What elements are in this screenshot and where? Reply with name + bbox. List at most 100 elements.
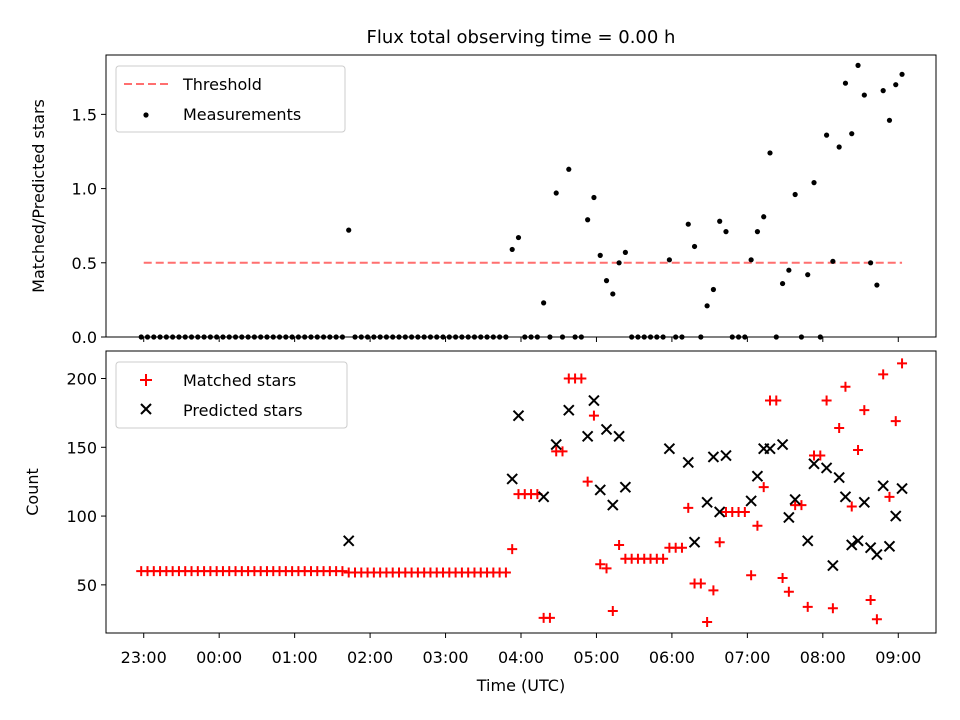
matched-star-point bbox=[507, 544, 518, 555]
measurement-point bbox=[899, 71, 905, 77]
predicted-star-point bbox=[846, 539, 858, 551]
count-data-layer bbox=[136, 358, 908, 627]
measurement-point bbox=[585, 217, 591, 223]
count-x-tick-label: 01:00 bbox=[272, 648, 318, 667]
legend-matched-swatch bbox=[140, 374, 152, 386]
predicted-star-point bbox=[764, 442, 776, 455]
matched-star-point bbox=[702, 616, 713, 627]
count-y-axis-label: Count bbox=[23, 468, 42, 516]
measurement-point bbox=[880, 88, 886, 94]
matched-star-point bbox=[821, 395, 832, 406]
measurement-point bbox=[868, 260, 874, 266]
measurement-point bbox=[622, 249, 628, 255]
predicted-star-point bbox=[600, 423, 613, 436]
predicted-star-point bbox=[563, 404, 575, 416]
count-x-tick-label: 04:00 bbox=[498, 648, 544, 667]
predicted-star-point bbox=[701, 496, 713, 509]
matched-star-point bbox=[777, 572, 788, 583]
predicted-star-point bbox=[663, 442, 676, 455]
legend-threshold-label: Threshold bbox=[182, 75, 262, 94]
measurement-point bbox=[836, 144, 842, 150]
measurement-point bbox=[786, 267, 792, 273]
count-panel: 50 100 150 200 23:00 00:00 01:00 02:00 03:00 04:… bbox=[23, 350, 937, 695]
ratio-y-axis-label: Matched/Predicted stars bbox=[29, 99, 48, 293]
matched-star-point bbox=[588, 410, 599, 421]
measurement-point bbox=[748, 257, 754, 263]
ratio-legend: Threshold Measurements bbox=[115, 65, 346, 133]
count-y-axis: 50 100 150 200 bbox=[66, 370, 106, 595]
count-x-tick-label: 05:00 bbox=[573, 648, 619, 667]
count-x-tick-label: 07:00 bbox=[724, 648, 770, 667]
matched-star-point bbox=[871, 614, 882, 625]
predicted-star-point bbox=[852, 535, 864, 547]
count-y-tick-label: 150 bbox=[66, 438, 97, 457]
predicted-star-point bbox=[751, 470, 764, 482]
matched-star-point bbox=[746, 570, 757, 581]
matched-star-point bbox=[695, 578, 706, 589]
measurement-point bbox=[805, 272, 811, 278]
measurement-point bbox=[823, 132, 830, 138]
predicted-star-point bbox=[858, 496, 871, 509]
measurement-point bbox=[792, 191, 798, 198]
measurement-point bbox=[704, 303, 710, 309]
predicted-star-point bbox=[537, 491, 550, 503]
count-y-tick-label: 50 bbox=[77, 576, 97, 595]
matched-star-point bbox=[683, 502, 694, 513]
matched-star-point bbox=[758, 482, 769, 493]
legend-matched-label: Matched stars bbox=[183, 371, 296, 390]
matched-star-point bbox=[846, 501, 857, 512]
legend-predicted-label: Predicted stars bbox=[183, 401, 303, 420]
predicted-star-point bbox=[607, 499, 619, 511]
matched-star-point bbox=[878, 369, 889, 380]
count-y-tick-label: 100 bbox=[66, 507, 97, 526]
matched-star-point bbox=[897, 358, 908, 369]
matched-star-point bbox=[834, 423, 845, 434]
legend-measurements-swatch bbox=[143, 112, 149, 118]
count-x-axis: 23:00 00:00 01:00 02:00 03:00 04:00 05:00 06:00… bbox=[121, 633, 921, 667]
predicted-star-point bbox=[720, 449, 732, 462]
predicted-star-point bbox=[745, 495, 757, 507]
predicted-star-point bbox=[588, 394, 600, 407]
legend-measurements-label: Measurements bbox=[183, 105, 301, 124]
count-x-tick-label: 02:00 bbox=[347, 648, 393, 667]
matched-star-point bbox=[557, 446, 568, 457]
matched-star-point bbox=[859, 405, 870, 416]
predicted-star-point bbox=[619, 481, 632, 493]
matched-star-point bbox=[865, 594, 876, 605]
predicted-star-point bbox=[890, 510, 902, 522]
predicted-star-point bbox=[713, 506, 726, 518]
measurement-point bbox=[723, 229, 729, 235]
measurement-point bbox=[509, 246, 515, 253]
measurement-point bbox=[861, 92, 867, 98]
count-x-tick-label: 00:00 bbox=[196, 648, 242, 667]
matched-star-point bbox=[708, 585, 719, 596]
matched-star-point bbox=[337, 566, 348, 577]
count-x-tick-label: 23:00 bbox=[121, 648, 167, 667]
ratio-panel: 0.0 0.5 1.0 1.5 Matched/Predicted stars Thr… bbox=[29, 54, 937, 347]
measurement-point bbox=[849, 131, 855, 137]
measurement-point bbox=[767, 150, 773, 156]
matched-star-point bbox=[771, 395, 782, 406]
measurement-point bbox=[566, 166, 572, 172]
measurement-point bbox=[691, 243, 698, 250]
measurement-point bbox=[515, 234, 522, 241]
measurement-point bbox=[610, 291, 616, 297]
measurement-point bbox=[874, 282, 880, 288]
matched-star-point bbox=[676, 542, 687, 553]
ratio-y-tick-label: 1.5 bbox=[72, 105, 97, 124]
measurement-point bbox=[893, 82, 899, 88]
predicted-star-point bbox=[789, 493, 801, 506]
count-x-tick-label: 06:00 bbox=[649, 648, 695, 667]
matched-star-point bbox=[500, 567, 511, 578]
measurement-point bbox=[717, 218, 723, 224]
matched-star-point bbox=[658, 553, 669, 564]
predicted-star-point bbox=[594, 484, 606, 496]
measurement-point bbox=[710, 286, 717, 293]
matched-star-point bbox=[607, 605, 618, 616]
ratio-y-tick-label: 0.0 bbox=[72, 328, 97, 347]
predicted-star-point bbox=[871, 548, 883, 561]
predicted-star-point bbox=[550, 438, 562, 451]
matched-star-point bbox=[601, 563, 612, 574]
measurement-point bbox=[855, 62, 861, 68]
